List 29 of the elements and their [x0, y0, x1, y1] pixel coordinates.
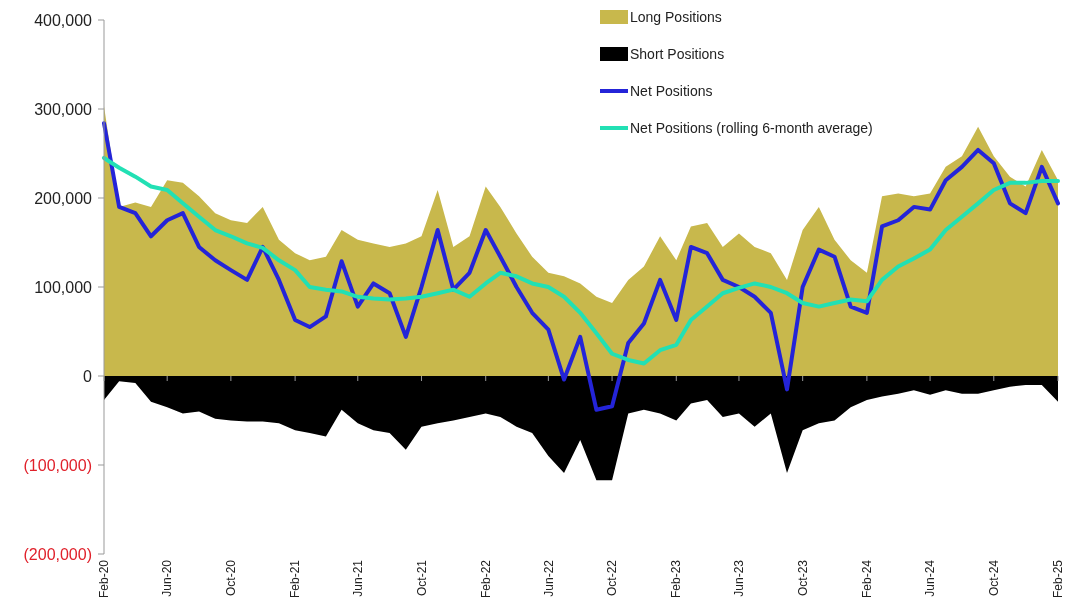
- y-tick-label: 100,000: [34, 278, 93, 296]
- x-tick-label: Jun-20: [160, 559, 175, 597]
- x-tick-label: Oct-23: [795, 559, 810, 597]
- x-tick-label: Feb-21: [288, 559, 303, 599]
- x-tick-label: Jun-22: [541, 559, 556, 597]
- x-tick-label: Feb-24: [860, 559, 875, 599]
- y-tick-label: 400,000: [34, 11, 93, 29]
- legend-label: Net Positions: [630, 82, 713, 99]
- y-tick-label: 300,000: [34, 100, 93, 118]
- legend-label: Long Positions: [630, 8, 722, 25]
- line-series: [102, 155, 1060, 366]
- y-tick-label: (100,000): [23, 456, 92, 474]
- y-tick-label: 0: [83, 367, 93, 385]
- legend-label: Net Positions (rolling 6-month average): [630, 119, 873, 136]
- x-tick-label: Jun-23: [732, 559, 747, 597]
- y-tick-label: (200,000): [23, 545, 92, 563]
- x-tick-label: Oct-24: [986, 559, 1001, 597]
- legend-label: Short Positions: [630, 45, 725, 62]
- x-tick-label: Oct-22: [605, 559, 620, 597]
- x-tick-label: Feb-25: [1051, 559, 1066, 599]
- x-tick-label: Oct-21: [414, 559, 429, 597]
- line-series: [102, 121, 1060, 412]
- x-tick-label: Oct-20: [224, 559, 239, 597]
- x-tick-label: Jun-21: [350, 559, 365, 597]
- x-tick-label: Feb-23: [669, 559, 684, 599]
- x-tick-label: Feb-20: [97, 559, 112, 599]
- y-tick-label: 200,000: [34, 189, 93, 207]
- x-tick-label: Jun-24: [923, 559, 938, 597]
- x-tick-label: Feb-22: [478, 559, 493, 599]
